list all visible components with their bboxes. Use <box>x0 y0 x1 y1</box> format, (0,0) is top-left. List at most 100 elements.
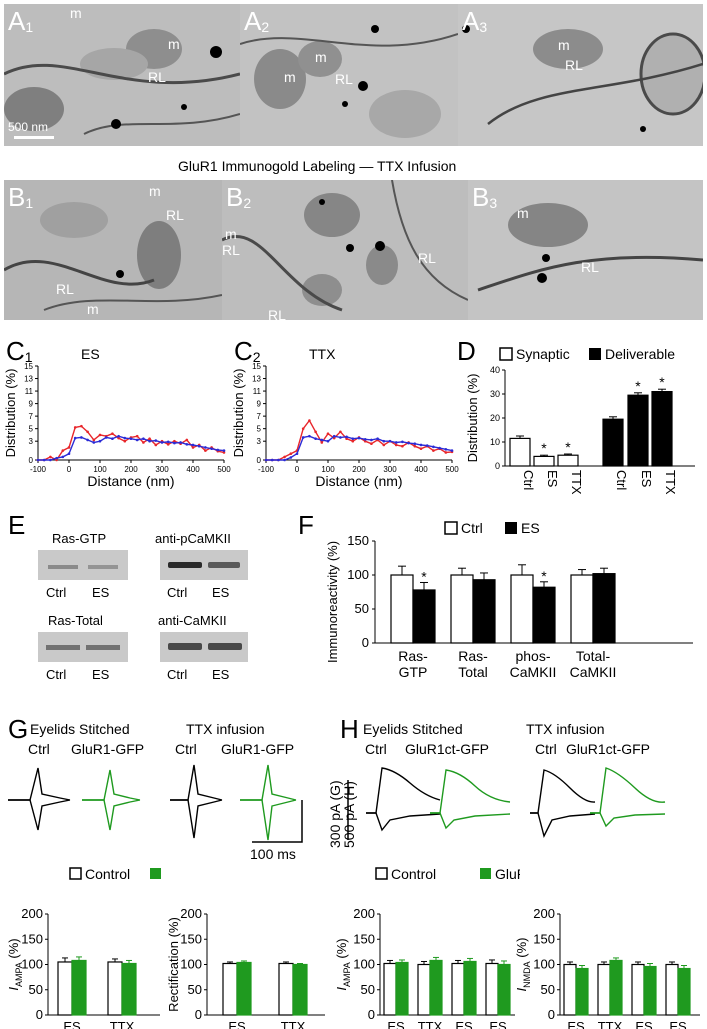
data-point <box>86 438 89 442</box>
legend-label: Deliverable <box>605 346 675 362</box>
bar <box>383 962 397 1016</box>
data-point <box>314 430 317 434</box>
micrograph-b3 <box>468 180 703 320</box>
trace-glur1ct-gfp <box>590 812 666 828</box>
gel-band <box>86 645 120 650</box>
bar <box>557 454 579 467</box>
y-axis-label-i: I <box>514 987 529 991</box>
data-point <box>86 430 89 434</box>
data-point <box>432 445 435 449</box>
data-point <box>407 441 410 445</box>
data-point <box>370 442 373 446</box>
em-mark: m <box>315 49 327 65</box>
data-point <box>154 439 158 442</box>
x-tick-label: ES <box>639 470 654 488</box>
h-lane: GluR1ct-GFP <box>405 741 490 757</box>
x-tick-label: 300 <box>155 465 169 474</box>
y-tick-label: 40 <box>490 365 500 375</box>
gel-title: Ras-Total <box>48 613 103 628</box>
trace-ctrl <box>8 799 71 831</box>
y-tick-label: 100 <box>347 567 369 582</box>
panel-sublabel: 2 <box>253 349 261 365</box>
bar <box>121 962 137 1016</box>
bar <box>278 962 294 1016</box>
data-point <box>394 443 398 447</box>
data-point <box>301 436 305 439</box>
gel-band <box>208 643 242 650</box>
data-point <box>351 439 355 443</box>
em-mark: m <box>168 36 180 52</box>
micrograph-a2 <box>240 4 458 146</box>
data-point <box>295 452 299 456</box>
x-tick-label: TTX <box>418 1019 443 1029</box>
legend-label: Synaptic <box>516 346 570 362</box>
data-point <box>394 441 398 444</box>
data-point <box>345 437 348 440</box>
data-point <box>264 458 268 462</box>
y-tick-label: 150 <box>347 533 369 548</box>
panel-label-a2: A2 <box>244 6 270 36</box>
data-point <box>425 444 429 447</box>
lane-label: ES <box>92 585 110 600</box>
data-point <box>450 449 454 452</box>
data-point <box>382 443 386 447</box>
x-tick-label: TTX <box>598 1019 623 1029</box>
data-point <box>117 436 120 440</box>
bar <box>417 963 431 1016</box>
x-tick-label: 100 <box>321 465 335 474</box>
em-mark: m <box>225 226 237 242</box>
y-tick-label: 150 <box>533 931 555 946</box>
y-tick-label: 0 <box>36 1007 43 1022</box>
data-point <box>270 458 274 462</box>
micrograph-a1 <box>4 4 240 146</box>
y-tick-label: 11 <box>25 387 34 396</box>
y-tick-label: 13 <box>252 375 261 384</box>
y-tick-label: 50 <box>361 982 375 997</box>
h-lane: GluR1ct-GFP <box>566 741 651 757</box>
micrograph-b2-texture <box>222 180 468 320</box>
bar <box>533 455 555 467</box>
legend-swatch-deliverable <box>589 348 601 360</box>
y-tick-label: 150 <box>353 931 375 946</box>
data-point <box>308 434 311 438</box>
x-tick-label: Ras- <box>398 648 428 664</box>
data-point <box>36 458 40 462</box>
data-point <box>80 424 83 428</box>
y-tick-label: 0 <box>495 461 500 471</box>
y-axis-label: Distribution (%) <box>465 374 480 463</box>
gel-band <box>168 562 202 568</box>
x-tick-label: ES <box>489 1019 507 1029</box>
y-tick-label: 200 <box>180 906 202 921</box>
data-point <box>413 442 417 446</box>
h-left-title: Eyelids Stitched <box>363 721 463 737</box>
em-mark: RL <box>268 307 286 323</box>
g-lane: Ctrl <box>175 741 197 757</box>
significance-star: * <box>659 374 665 390</box>
x-tick-label: TTX <box>663 470 678 495</box>
bar <box>665 963 679 1016</box>
lane-label: Ctrl <box>46 585 67 600</box>
y-tick-label: 13 <box>24 375 33 384</box>
data-point <box>98 439 102 443</box>
data-point <box>289 456 293 459</box>
data-point <box>166 443 170 446</box>
data-point <box>419 443 423 447</box>
significance-star: * <box>541 440 547 456</box>
gel-band <box>208 562 240 568</box>
em-mark: m <box>70 5 82 21</box>
data-point <box>49 458 52 462</box>
bar <box>472 579 496 644</box>
data-point <box>363 439 367 443</box>
trace-glur1-gfp <box>82 769 141 801</box>
data-point <box>363 438 367 441</box>
y-tick-label: 50 <box>188 982 202 997</box>
scale-bar <box>252 800 303 843</box>
data-point <box>320 438 324 442</box>
micrograph-b1 <box>4 180 222 320</box>
data-point <box>204 449 207 452</box>
x-tick-label: Total <box>458 664 488 680</box>
data-point <box>67 452 71 456</box>
bar <box>236 961 252 1016</box>
g-left-title: Eyelids Stitched <box>30 721 130 737</box>
bar <box>597 963 611 1016</box>
